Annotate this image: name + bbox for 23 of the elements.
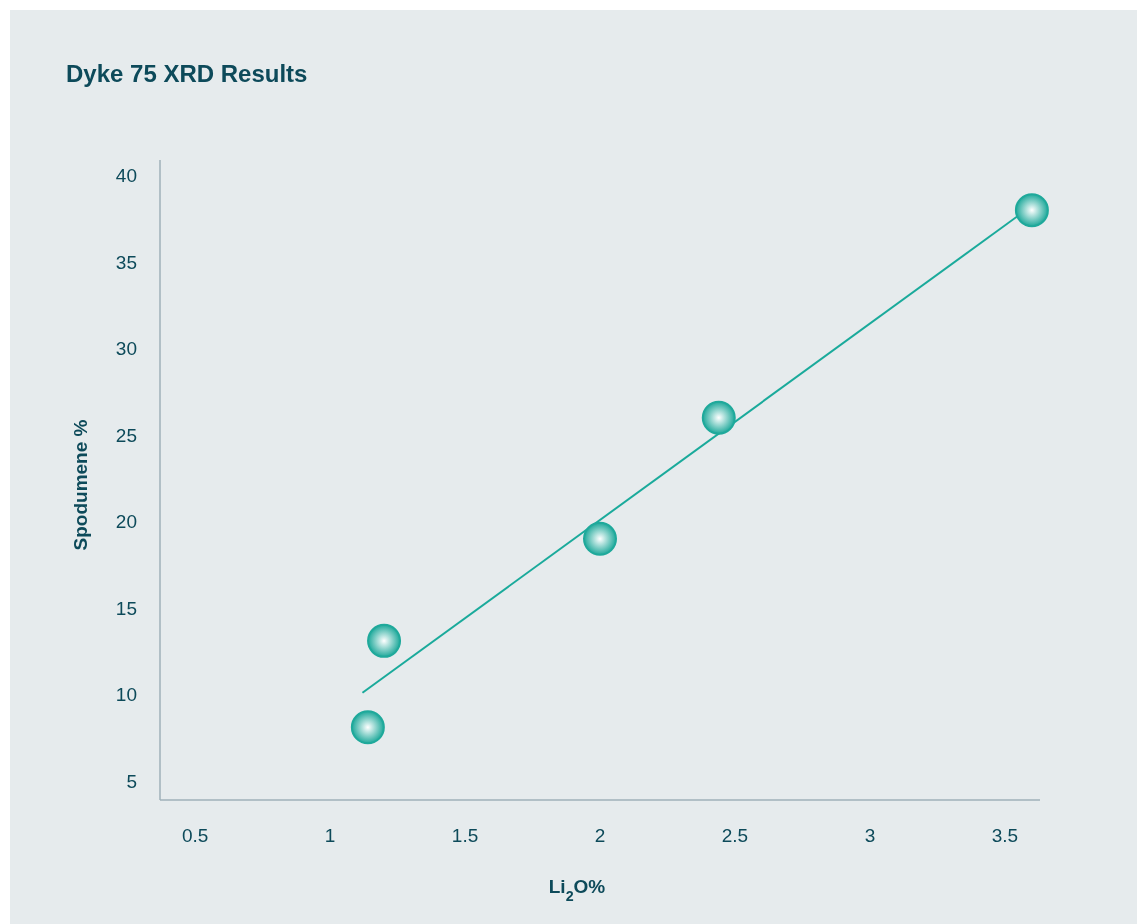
y-tick-label: 35 [115,251,137,273]
y-tick-label: 5 [126,770,137,792]
x-tick-label: 2.5 [721,825,749,846]
x-tick-label: 2 [594,825,606,846]
x-tick-label: 3.5 [991,825,1019,846]
y-axis-title: Spodumene % [70,419,91,551]
point [701,400,736,435]
x-tick-label: 1.5 [451,825,479,846]
point [350,710,385,745]
x-tick-label: 1 [324,825,336,846]
x-tick-label: 3 [864,825,876,846]
y-tick-label: 15 [115,597,137,619]
y-tick-label: 10 [115,684,137,706]
y-tick-label: 30 [115,338,137,360]
x-tick-label: 0.5 [181,825,209,846]
point [1014,193,1049,228]
y-tick-label: 25 [115,424,137,446]
chart-title: Dyke 75 XRD Results [66,60,308,87]
point [367,623,402,658]
x-axis-title: Li$_{2}$O% [548,876,606,904]
point [583,521,617,556]
y-tick-label: 20 [115,511,137,533]
y-tick-label: 40 [115,165,137,187]
